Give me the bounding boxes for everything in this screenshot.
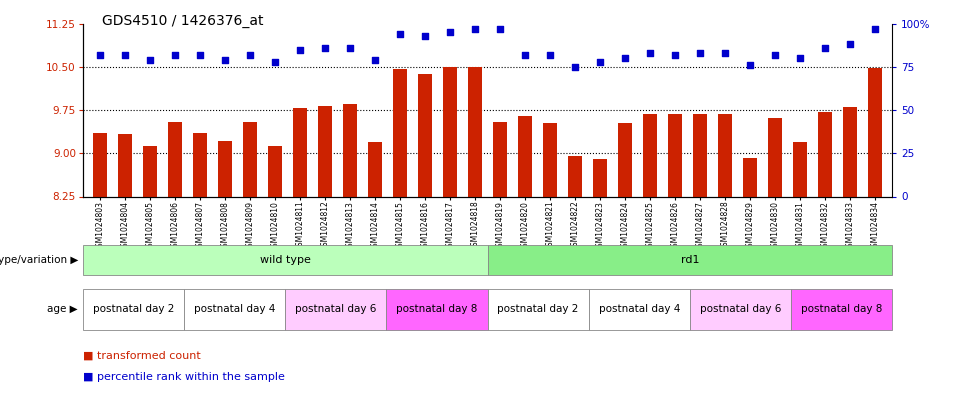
Text: age ▶: age ▶ xyxy=(48,305,78,314)
Bar xyxy=(668,114,682,196)
Point xyxy=(292,46,308,53)
Point xyxy=(792,55,807,61)
Bar xyxy=(693,114,707,196)
Point xyxy=(417,33,433,39)
Point xyxy=(592,59,607,65)
Point xyxy=(118,51,134,58)
Point xyxy=(368,57,383,63)
Point xyxy=(692,50,708,56)
Bar xyxy=(184,289,285,330)
Bar xyxy=(285,289,386,330)
Bar xyxy=(868,68,881,196)
Bar xyxy=(169,121,182,196)
Point xyxy=(342,45,358,51)
Point xyxy=(492,26,508,32)
Point xyxy=(667,51,682,58)
Bar xyxy=(318,106,332,196)
Bar xyxy=(718,114,731,196)
Text: ■ transformed count: ■ transformed count xyxy=(83,351,201,361)
Point xyxy=(817,45,833,51)
Point xyxy=(217,57,233,63)
Point xyxy=(443,29,458,35)
Bar xyxy=(218,141,232,196)
Point xyxy=(542,51,558,58)
Text: ■ percentile rank within the sample: ■ percentile rank within the sample xyxy=(83,372,285,382)
Bar xyxy=(791,289,892,330)
Bar xyxy=(643,114,657,196)
Bar xyxy=(743,158,757,196)
Bar xyxy=(768,118,782,196)
Bar xyxy=(618,123,632,196)
Point xyxy=(192,51,208,58)
Point xyxy=(517,51,532,58)
Bar xyxy=(543,123,557,196)
Point xyxy=(392,31,408,37)
Point xyxy=(742,62,758,68)
Bar xyxy=(690,289,791,330)
Text: postnatal day 8: postnatal day 8 xyxy=(800,305,882,314)
Text: wild type: wild type xyxy=(259,255,311,265)
Text: postnatal day 4: postnatal day 4 xyxy=(194,305,275,314)
Bar xyxy=(143,146,157,196)
Text: postnatal day 8: postnatal day 8 xyxy=(396,305,478,314)
Point xyxy=(93,51,108,58)
Bar xyxy=(818,112,832,196)
Point xyxy=(717,50,732,56)
Point xyxy=(841,41,857,48)
Point xyxy=(767,51,783,58)
Text: postnatal day 2: postnatal day 2 xyxy=(93,305,175,314)
Point xyxy=(867,26,882,32)
Point xyxy=(267,59,283,65)
Point xyxy=(643,50,658,56)
Bar xyxy=(244,121,257,196)
Text: genotype/variation ▶: genotype/variation ▶ xyxy=(0,255,78,265)
Text: postnatal day 4: postnatal day 4 xyxy=(599,305,680,314)
Bar xyxy=(444,67,457,196)
Bar xyxy=(268,146,282,196)
Bar xyxy=(468,67,482,196)
Bar xyxy=(293,108,307,196)
Point xyxy=(168,51,183,58)
Bar xyxy=(119,134,133,196)
Bar xyxy=(488,289,589,330)
Bar xyxy=(369,142,382,196)
Bar xyxy=(793,142,806,196)
Point xyxy=(617,55,633,61)
Bar xyxy=(343,104,357,196)
Bar xyxy=(193,133,207,196)
Text: postnatal day 6: postnatal day 6 xyxy=(295,305,376,314)
Bar xyxy=(386,289,488,330)
Bar xyxy=(842,107,856,196)
Point xyxy=(317,45,332,51)
Bar xyxy=(568,156,582,196)
Point xyxy=(243,51,258,58)
Bar xyxy=(488,245,892,275)
Bar xyxy=(83,245,488,275)
Text: postnatal day 6: postnatal day 6 xyxy=(700,305,781,314)
Point xyxy=(567,64,583,70)
Bar xyxy=(518,116,531,196)
Bar xyxy=(418,74,432,196)
Point xyxy=(467,26,483,32)
Point xyxy=(142,57,158,63)
Bar xyxy=(593,159,606,196)
Bar xyxy=(493,121,507,196)
Text: GDS4510 / 1426376_at: GDS4510 / 1426376_at xyxy=(102,14,264,28)
Bar xyxy=(83,289,184,330)
Bar xyxy=(393,69,407,196)
Bar xyxy=(94,133,107,196)
Text: rd1: rd1 xyxy=(681,255,699,265)
Bar xyxy=(589,289,690,330)
Text: postnatal day 2: postnatal day 2 xyxy=(497,305,579,314)
